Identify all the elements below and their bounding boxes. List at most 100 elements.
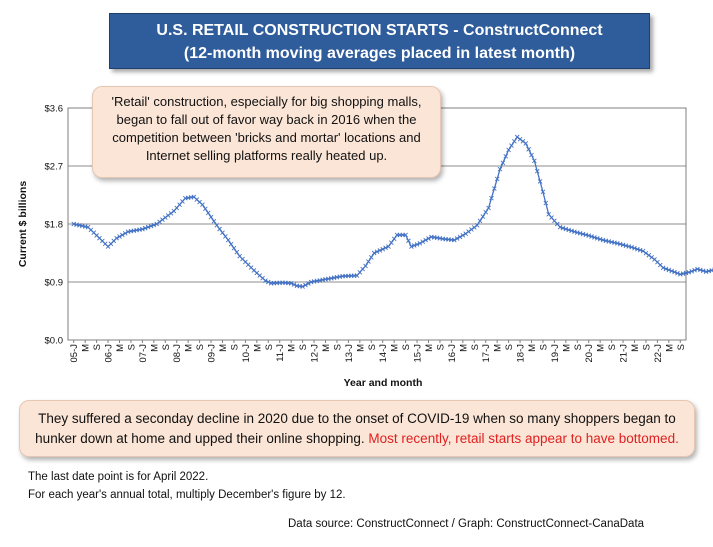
data-point: [635, 246, 640, 252]
data-point: [474, 222, 480, 228]
data-point: [451, 237, 457, 243]
series-line: [71, 134, 713, 289]
data-point: [205, 210, 211, 216]
data-point: [420, 239, 426, 245]
data-point: [640, 248, 646, 254]
x-tick-label: M: [252, 344, 263, 352]
data-point: [494, 176, 500, 182]
x-tick-label: 05-J: [69, 344, 80, 363]
data-point: [540, 189, 546, 195]
data-point: [697, 267, 703, 273]
x-tick-label: M: [458, 344, 469, 352]
data-point: [122, 231, 128, 236]
data-point: [483, 209, 489, 215]
x-tick-label: S: [470, 344, 481, 350]
data-point: [566, 227, 572, 233]
data-point: [140, 226, 145, 232]
data-point: [371, 250, 377, 256]
x-tick-label: 13-J: [344, 344, 355, 363]
x-tick-label: M: [630, 344, 641, 352]
data-point: [291, 282, 297, 287]
x-tick-label: M: [527, 344, 538, 352]
callout-covid: They suffered a seconday decline in 2020…: [19, 400, 695, 457]
data-point: [560, 225, 566, 231]
y-tick-label: $1.8: [45, 220, 64, 231]
x-tick-label: 19-J: [550, 344, 561, 363]
data-point: [288, 280, 294, 286]
data-point: [557, 224, 563, 230]
data-point: [148, 223, 154, 229]
data-point: [529, 152, 534, 158]
data-point: [223, 234, 228, 239]
x-axis-title: Year and month: [344, 377, 423, 389]
data-point: [417, 241, 423, 246]
data-point: [517, 136, 523, 142]
data-point: [669, 268, 675, 274]
data-point: [663, 266, 669, 272]
x-tick-label: S: [367, 344, 378, 350]
data-point: [471, 225, 477, 230]
x-tick-label: M: [493, 344, 504, 352]
data-point: [411, 243, 417, 248]
x-tick-label: M: [390, 344, 401, 352]
data-point: [388, 240, 394, 246]
x-tick-label: 08-J: [172, 344, 183, 363]
x-tick-label: 15-J: [413, 344, 424, 363]
data-point: [589, 234, 594, 239]
callout-top-text: 'Retail' construction, especially for bi…: [111, 94, 422, 163]
data-point: [629, 244, 634, 250]
x-tick-label: S: [195, 344, 206, 350]
data-point: [120, 232, 125, 238]
x-tick-label: S: [435, 344, 446, 350]
x-tick-label: S: [126, 344, 137, 350]
x-tick-label: S: [161, 344, 172, 350]
y-axis-title: Current $ billions: [17, 181, 29, 268]
data-point: [649, 255, 654, 260]
data-point: [117, 234, 122, 239]
data-point: [391, 236, 397, 242]
data-point: [151, 222, 157, 228]
data-point: [377, 248, 383, 253]
data-point: [466, 229, 471, 234]
data-point: [700, 268, 706, 274]
data-point: [306, 281, 311, 286]
data-source: Data source: ConstructConnect / Graph: C…: [288, 518, 645, 530]
data-point: [509, 143, 514, 148]
data-point: [386, 244, 391, 249]
data-point: [165, 213, 171, 218]
title-line-2: (12-month moving averages placed in late…: [183, 45, 576, 62]
data-point: [526, 146, 531, 152]
data-point: [532, 158, 537, 164]
data-point: [157, 219, 162, 225]
data-point: [366, 259, 371, 264]
data-point: [597, 236, 603, 242]
data-point: [234, 249, 240, 255]
data-point: [689, 268, 695, 274]
x-tick-label: M: [149, 344, 160, 352]
data-point: [363, 263, 368, 269]
callout-retail-decline: 'Retail' construction, especially for bi…: [92, 86, 441, 178]
x-tick-label: 07-J: [138, 344, 149, 363]
data-point: [503, 154, 509, 159]
data-point: [414, 242, 420, 247]
x-tick-label: M: [218, 344, 229, 352]
data-point: [208, 214, 214, 220]
x-tick-label: S: [229, 344, 240, 350]
data-point: [672, 269, 677, 275]
data-point: [409, 244, 414, 249]
x-tick-label: S: [401, 344, 412, 350]
data-point: [489, 195, 494, 201]
data-point: [374, 249, 380, 255]
data-point: [454, 236, 460, 241]
callout-bottom-text: They suffered a seconday decline in 2020…: [35, 411, 676, 446]
data-point: [217, 226, 222, 232]
data-point: [592, 235, 597, 240]
data-point: [709, 268, 713, 273]
data-point: [114, 235, 119, 241]
data-point: [303, 282, 308, 288]
data-point: [514, 134, 520, 140]
data-point: [220, 230, 225, 236]
data-point: [203, 206, 208, 212]
data-point: [383, 245, 388, 251]
y-axis-ticks: $0.0 $0.9 $1.8 $2.7 $3.6: [45, 104, 64, 347]
